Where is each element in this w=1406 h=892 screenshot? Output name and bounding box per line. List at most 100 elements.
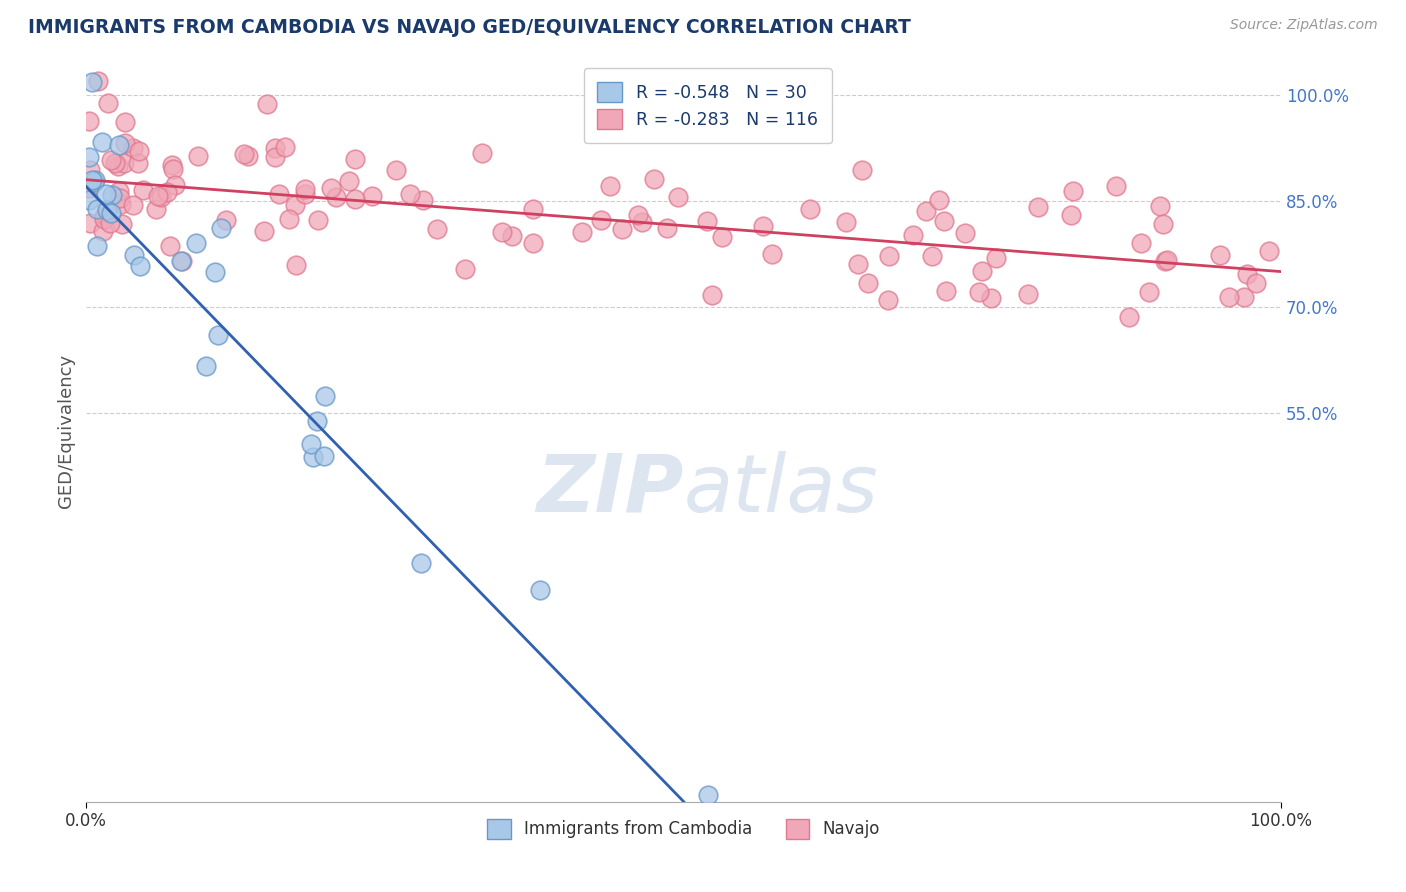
Point [163, 178, 186, 193]
Point [491, 225, 513, 239]
Point [522, 236, 544, 251]
Point [302, 450, 325, 464]
Point [77, 193, 100, 207]
Point [631, 214, 654, 228]
Point [285, 258, 308, 272]
Point [307, 212, 329, 227]
Point [253, 224, 276, 238]
Point [127, 156, 149, 170]
Point [170, 254, 193, 268]
Legend: Immigrants from Cambodia, Navajo: Immigrants from Cambodia, Navajo [481, 813, 886, 846]
Point [94, 186, 117, 201]
Point [314, 388, 336, 402]
Y-axis label: GED/Equivalency: GED/Equivalency [58, 353, 75, 508]
Point [187, 149, 209, 163]
Point [1149, 198, 1171, 212]
Point [702, 288, 724, 302]
Point [77, 181, 100, 195]
Point [1059, 208, 1081, 222]
Point [1129, 235, 1152, 250]
Point [232, 147, 254, 161]
Point [111, 217, 134, 231]
Point [522, 202, 544, 216]
Point [305, 414, 328, 428]
Point [207, 327, 229, 342]
Point [79, 162, 101, 177]
Point [319, 180, 342, 194]
Point [1156, 253, 1178, 268]
Point [314, 449, 336, 463]
Point [107, 159, 129, 173]
Point [1152, 217, 1174, 231]
Point [114, 136, 136, 150]
Point [921, 249, 943, 263]
Point [1233, 290, 1256, 304]
Point [876, 293, 898, 307]
Point [194, 359, 217, 374]
Point [122, 248, 145, 262]
Point [589, 212, 612, 227]
Point [1218, 290, 1240, 304]
Point [471, 146, 494, 161]
Point [412, 194, 434, 208]
Point [571, 225, 593, 239]
Point [256, 97, 278, 112]
Point [294, 186, 316, 201]
Point [162, 161, 184, 176]
Point [122, 198, 145, 212]
Point [93, 209, 115, 223]
Point [129, 260, 152, 274]
Point [132, 182, 155, 196]
Point [204, 265, 226, 279]
Point [627, 208, 650, 222]
Point [935, 284, 957, 298]
Point [599, 179, 621, 194]
Point [980, 291, 1002, 305]
Point [269, 187, 291, 202]
Point [835, 214, 858, 228]
Point [343, 192, 366, 206]
Text: Source: ZipAtlas.com: Source: ZipAtlas.com [1230, 18, 1378, 32]
Point [184, 236, 207, 251]
Point [98, 216, 121, 230]
Point [122, 141, 145, 155]
Point [159, 239, 181, 253]
Point [274, 140, 297, 154]
Point [409, 556, 432, 570]
Point [710, 229, 733, 244]
Point [170, 254, 193, 268]
Point [657, 220, 679, 235]
Point [79, 216, 101, 230]
Point [972, 263, 994, 277]
Point [83, 175, 105, 189]
Point [91, 136, 114, 150]
Point [877, 249, 900, 263]
Point [643, 172, 665, 186]
Point [82, 173, 104, 187]
Point [1105, 179, 1128, 194]
Point [294, 182, 316, 196]
Point [101, 188, 124, 202]
Point [299, 437, 322, 451]
Point [110, 197, 132, 211]
Point [93, 211, 115, 226]
Point [984, 252, 1007, 266]
Point [128, 144, 150, 158]
Point [799, 202, 821, 216]
Point [209, 221, 232, 235]
Point [236, 149, 259, 163]
Point [928, 193, 950, 207]
Point [114, 115, 136, 129]
Point [1209, 248, 1232, 262]
Point [77, 150, 100, 164]
Point [1236, 267, 1258, 281]
Point [100, 206, 122, 220]
Point [953, 227, 976, 241]
Point [1118, 310, 1140, 324]
Point [108, 191, 131, 205]
Text: atlas: atlas [683, 451, 879, 529]
Point [86, 238, 108, 252]
Point [108, 184, 131, 198]
Point [934, 214, 956, 228]
Point [696, 214, 718, 228]
